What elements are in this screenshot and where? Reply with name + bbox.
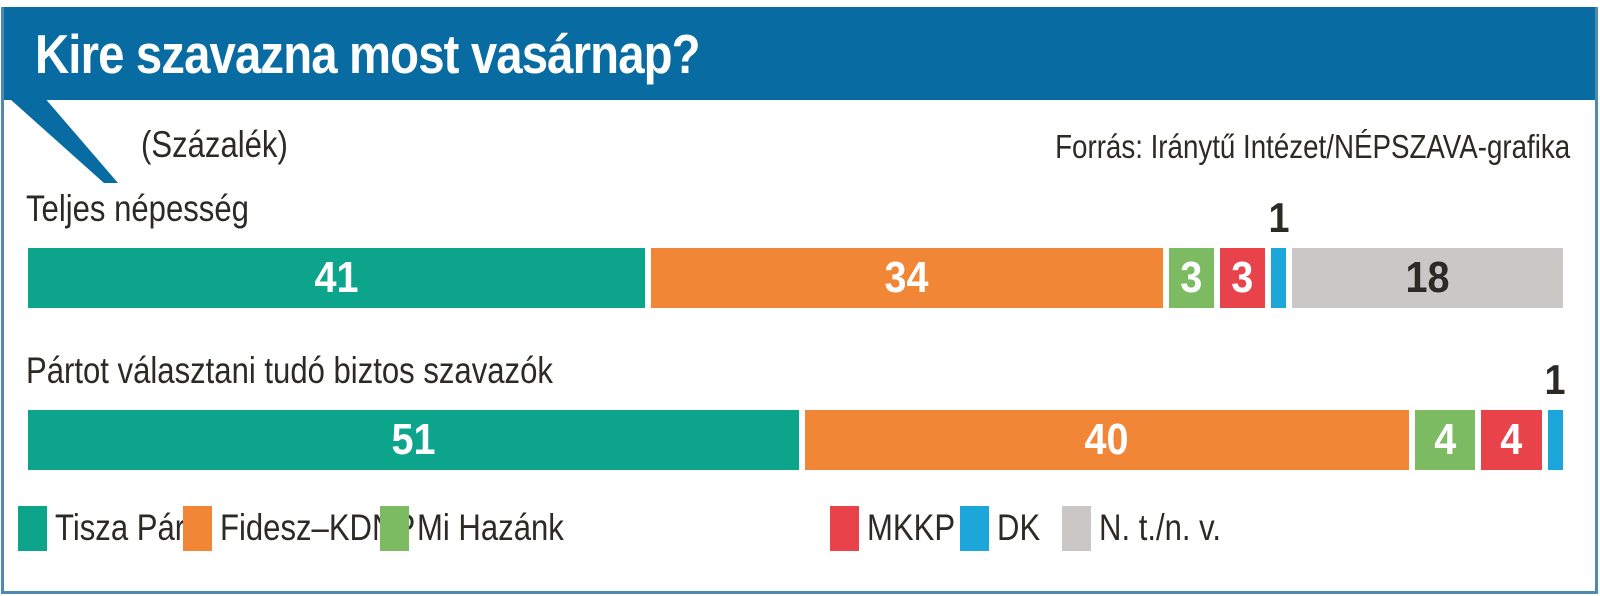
legend-label: Mi Hazánk [417,507,564,548]
bar-value-label: 1 [1268,194,1290,241]
bar-value-label: 4 [1500,415,1523,464]
chart-title: Kire szavazna most vasárnap? [35,22,701,85]
legend-swatch-icon [1062,505,1091,551]
bar-segment: 4 [1481,410,1542,470]
bar-segment: 51 [28,410,799,470]
bar-value-label: 4 [1434,415,1457,464]
legend: Tisza Párt Fidesz–KDNP Mi Hazánk MKKP DK… [0,505,1600,555]
legend-label: DK [997,507,1041,548]
legend-swatch-icon [183,505,212,551]
legend-label: Tisza Párt [55,507,194,548]
bar-segment: 1 [1268,197,1289,308]
stacked-bar: 51 40 4 4 1 [28,359,1566,470]
legend-label: N. t./n. v. [1099,507,1222,548]
bar-value-label: 1 [1544,356,1566,403]
bar-segment: 4 [1415,410,1476,470]
source-credit: Forrás: Iránytű Intézet/NÉPSZAVA-grafika [1054,128,1570,165]
bar-value-label: 34 [884,253,929,302]
bar-segment: 18 [1292,248,1563,308]
legend-swatch-icon [380,505,409,551]
bar-value-label: 18 [1405,253,1450,302]
stacked-bar: 41 34 3 3 1 18 [28,197,1563,308]
bar-segment: 41 [28,248,646,308]
bar-value-label: 51 [391,415,436,464]
bar-value-label: 3 [1231,253,1254,302]
legend-item-mi-hazank: Mi Hazánk [380,505,592,551]
legend-item-nt-nv: N. t./n. v. [1062,505,1244,551]
bar-segment: 40 [804,410,1410,470]
bar-segment: 1 [1545,359,1566,470]
title-band-tail-shape [10,99,118,183]
unit-subtitle: (Százalék) [141,124,288,165]
bar-value-label: 3 [1180,253,1203,302]
legend-item-dk: DK [960,505,1048,551]
bar-segment: 3 [1168,248,1214,308]
legend-swatch-icon [18,505,47,551]
legend-item-tisza-part: Tisza Párt [18,505,220,551]
bar-segment: 3 [1219,248,1266,308]
bar-row-label: Pártot választani tudó biztos szavazók [26,350,553,391]
bar-segment: 34 [651,248,1163,308]
legend-swatch-icon [830,505,859,551]
legend-label: MKKP [867,507,956,548]
bar-row-label: Teljes népesség [26,188,249,229]
legend-swatch-icon [960,505,989,551]
bar-value-label: 40 [1084,415,1129,464]
title-band: Kire szavazna most vasárnap? [4,7,1596,100]
legend-item-mkkp: MKKP [830,505,972,551]
bar-value-label: 41 [314,253,359,302]
